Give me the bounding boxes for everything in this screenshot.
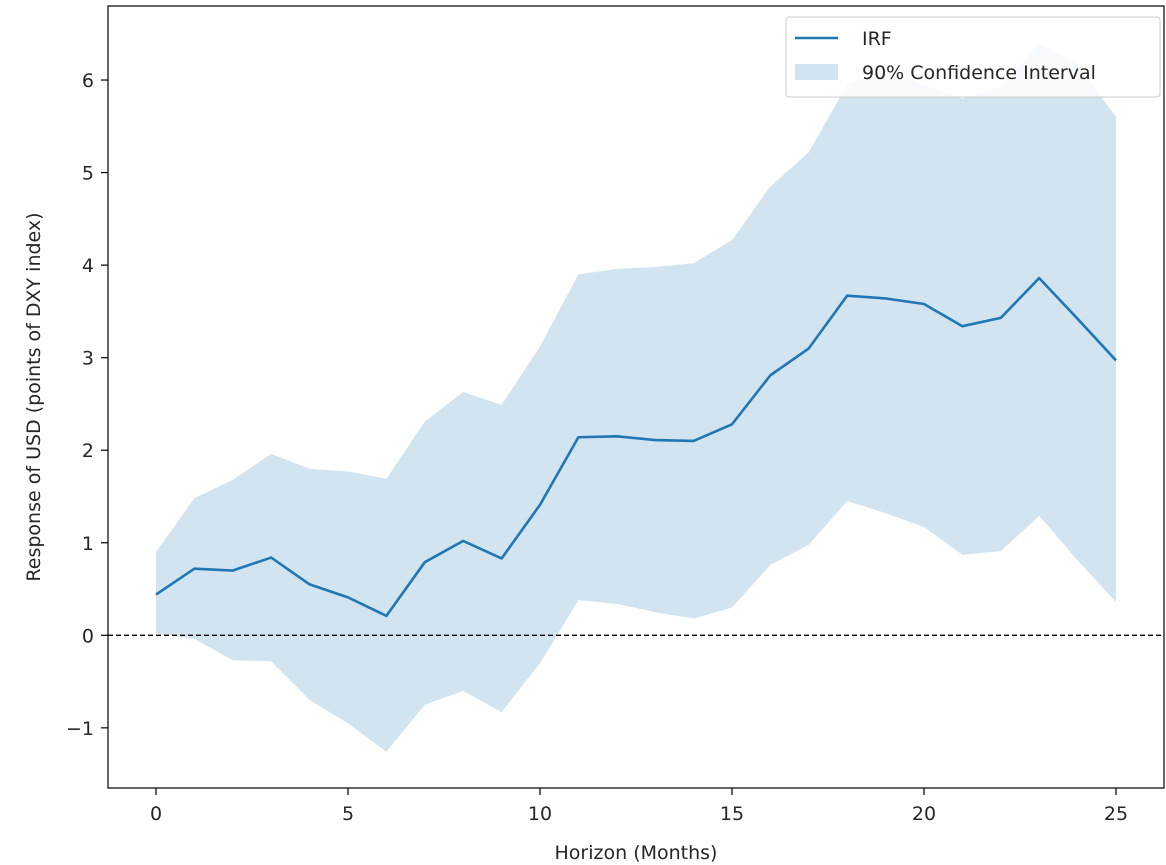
y-tick-label: 0	[82, 625, 94, 647]
irf-line-layer	[155, 276, 1117, 618]
y-tick-label: 1	[82, 533, 94, 555]
x-tick-label: 20	[912, 803, 936, 825]
irf-line	[155, 276, 1117, 618]
y-tick-label: 4	[82, 255, 94, 277]
y-ticks: −1 0 1 2 3 4 5 6	[66, 70, 108, 740]
x-tick-label: 10	[528, 803, 552, 825]
x-tick-label: 15	[720, 803, 744, 825]
axes-frame	[107, 5, 1165, 789]
legend-irf-label: IRF	[862, 28, 892, 50]
x-tick-label: 0	[150, 803, 162, 825]
confidence-band-layer	[156, 43, 1116, 752]
legend: IRF 90% Confidence Interval	[785, 16, 1161, 98]
y-tick-label: 5	[82, 163, 94, 185]
y-tick-label: 6	[82, 70, 94, 92]
legend-ci-swatch	[795, 64, 838, 80]
confidence-interval-band	[156, 43, 1116, 752]
y-tick-label: 3	[82, 348, 94, 370]
legend-ci-label: 90% Confidence Interval	[862, 62, 1096, 84]
x-tick-label: 5	[342, 803, 354, 825]
y-axis-label: Response of USD (points of DXY index)	[23, 212, 45, 581]
y-tick-label: −1	[66, 718, 94, 740]
x-tick-label: 25	[1104, 803, 1128, 825]
x-axis-label: Horizon (Months)	[555, 842, 718, 864]
legend-box	[785, 16, 1161, 98]
x-ticks: 0 5 10 15 20 25	[150, 788, 1128, 825]
y-tick-label: 2	[82, 440, 94, 462]
